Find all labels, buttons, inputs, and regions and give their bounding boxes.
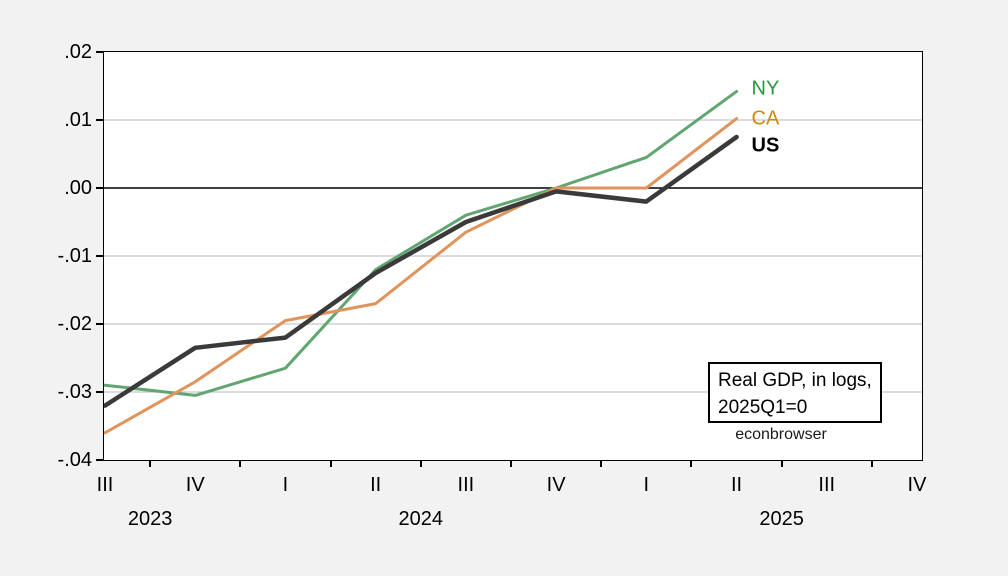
x-axis-tick-mark	[780, 461, 783, 467]
x-axis-year-label: 2024	[398, 508, 444, 530]
annotation-line-1: Real GDP, in logs,	[718, 370, 872, 391]
x-axis-quarter-label: II	[370, 474, 382, 496]
y-axis-tick-mark	[96, 187, 104, 189]
series-line-us	[104, 134, 739, 408]
x-axis-year-label: 2023	[127, 508, 173, 530]
x-axis-tick-mark	[690, 461, 693, 467]
x-axis-quarter-label: II	[730, 474, 743, 496]
x-axis-quarter-label: IV	[185, 474, 205, 496]
x-axis-tick-mark	[870, 461, 873, 467]
x-axis-tick-mark	[239, 461, 242, 467]
x-axis-tick-mark	[600, 461, 603, 467]
series-label-ny: NY	[751, 77, 780, 100]
x-axis-quarter-label: III	[818, 474, 836, 496]
y-axis-tick-label: -.04	[57, 449, 92, 471]
chart-canvas	[104, 89, 922, 435]
x-axis-tick-mark	[419, 461, 422, 467]
x-axis-tick-mark	[510, 461, 512, 467]
x-axis-quarter-label: IV	[546, 474, 566, 496]
annotation-box: Real GDP, in logs, 2025Q1=0	[708, 362, 882, 423]
y-axis-tick-mark	[96, 391, 104, 393]
y-axis-tick-label: .00	[64, 177, 92, 199]
x-axis-year-label: 2025	[759, 508, 804, 530]
plot-area: NY CA US Real GDP, in logs, 2025Q1=0 econb…	[103, 51, 923, 461]
y-axis-tick-mark	[96, 119, 104, 121]
x-axis-tick-mark	[329, 461, 332, 467]
y-axis-tick-label: .01	[64, 109, 92, 131]
y-axis-tick-label: -.01	[57, 245, 92, 267]
x-axis-quarter-label: I	[282, 474, 289, 496]
y-axis-tick-label: -.03	[57, 381, 92, 403]
y-axis-tick-label: .02	[64, 41, 92, 63]
y-axis-tick-label: -.02	[57, 313, 92, 335]
x-axis-quarter-label: III	[457, 474, 475, 496]
annotation-line-2: 2025Q1=0	[718, 397, 808, 418]
x-axis-tick-mark	[149, 461, 152, 467]
series-line-ca	[104, 117, 739, 435]
x-axis-quarter-label: I	[643, 474, 650, 496]
series-label-ca: CA	[751, 107, 780, 130]
series-line-ny	[104, 89, 739, 397]
y-axis-tick-mark	[96, 51, 104, 53]
y-axis-tick-mark	[96, 323, 104, 325]
y-axis-tick-mark	[96, 255, 104, 257]
x-axis-quarter-label: III	[96, 474, 114, 496]
watermark-econbrowser: econbrowser	[735, 426, 827, 443]
series-label-us: US	[751, 134, 780, 157]
x-axis-quarter-label: IV	[907, 474, 927, 496]
y-axis-tick-mark	[96, 459, 104, 461]
